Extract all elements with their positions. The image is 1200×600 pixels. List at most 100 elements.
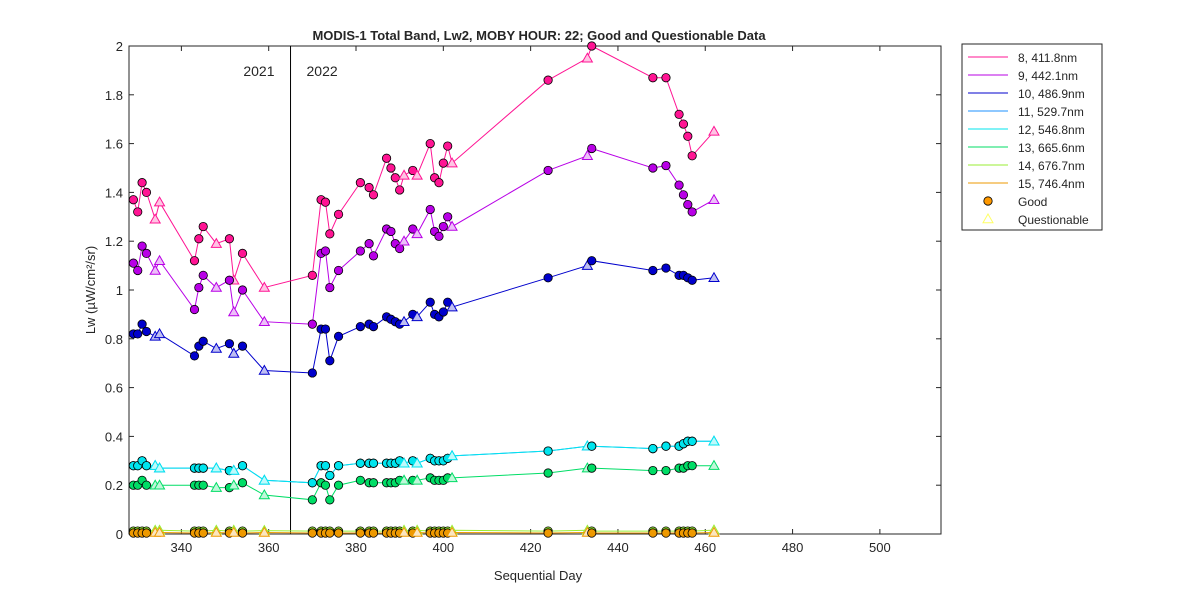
data-point-good	[381, 153, 392, 163]
data-point-good	[368, 190, 379, 200]
data-point-questionable	[153, 196, 166, 207]
legend-label: 10, 486.9nm	[1018, 87, 1085, 101]
data-point-questionable	[581, 149, 594, 161]
data-point-good	[137, 319, 147, 329]
data-point-good	[325, 229, 335, 239]
chart-title: MODIS-1 Total Band, Lw2, MOBY HOUR: 22; …	[312, 28, 766, 43]
x-tick-label: 400	[432, 540, 454, 555]
data-point-good	[648, 73, 658, 83]
data-point-good	[141, 461, 152, 471]
data-point-good	[355, 178, 365, 188]
x-tick-label: 340	[171, 540, 193, 555]
data-point-good	[661, 263, 671, 273]
data-point-good	[237, 478, 248, 488]
data-point-good	[678, 119, 689, 129]
data-point-good	[661, 160, 671, 171]
data-point-good	[425, 204, 435, 215]
data-point-good	[137, 241, 147, 251]
data-point-good	[386, 226, 396, 237]
data-point-questionable	[446, 526, 458, 537]
data-point-good	[368, 251, 379, 261]
data-point-good	[320, 246, 331, 256]
data-point-questionable	[581, 259, 594, 270]
data-point-good	[333, 331, 344, 341]
data-point-good	[368, 528, 379, 538]
y-tick-label: 1.6	[105, 137, 123, 152]
y-axis-label: Lw (µW/cm²/sr)	[83, 246, 98, 334]
data-point-good	[438, 158, 448, 168]
data-point-good	[198, 270, 208, 280]
legend-marker-questionable	[982, 212, 994, 224]
legend: 8, 411.8nm 9, 442.1nm 10, 486.9nm 11, 529.7…	[961, 43, 1103, 231]
y-tick-label: 0.6	[105, 381, 123, 396]
data-point-good	[325, 282, 335, 293]
data-point-good	[333, 209, 344, 219]
data-point-good	[198, 221, 208, 232]
data-point-good	[683, 131, 693, 141]
data-point-good	[224, 234, 235, 244]
data-point-questionable	[411, 169, 423, 180]
year-label-2022: 2022	[307, 63, 338, 79]
data-point-good	[307, 478, 317, 488]
data-point-questionable	[446, 471, 458, 483]
data-point-questionable	[398, 474, 410, 485]
legend-label: 12, 546.8nm	[1018, 123, 1085, 137]
x-tick-label: 500	[869, 540, 891, 555]
y-tick-label: 0	[116, 527, 123, 542]
legend-label: 9, 442.1nm	[1018, 69, 1078, 83]
data-point-good	[128, 195, 138, 205]
data-point-questionable	[258, 526, 271, 537]
data-point-good	[307, 270, 317, 280]
data-point-questionable	[398, 526, 410, 537]
x-tick-label: 440	[607, 540, 629, 555]
y-tick-label: 1.2	[105, 234, 123, 249]
data-point-questionable	[446, 220, 458, 231]
data-point-questionable	[258, 364, 271, 375]
data-point-questionable	[446, 449, 458, 461]
data-point-good	[687, 461, 697, 471]
data-point-good	[198, 463, 208, 473]
data-point-good	[661, 441, 671, 451]
data-point-good	[237, 285, 248, 295]
data-point-questionable	[411, 526, 423, 537]
data-point-questionable	[210, 526, 223, 537]
data-point-good	[543, 528, 553, 538]
data-point-good	[355, 321, 365, 332]
data-point-good	[687, 151, 697, 161]
data-point-questionable	[227, 479, 240, 490]
legend-label: Good	[1018, 195, 1047, 209]
data-point-good	[133, 329, 143, 339]
data-point-questionable	[708, 435, 720, 446]
data-point-good	[198, 528, 208, 538]
data-point-good	[543, 446, 553, 456]
data-point-good	[198, 336, 208, 346]
data-point-good	[390, 173, 400, 183]
data-point-good	[133, 207, 143, 217]
data-point-good	[443, 212, 453, 222]
data-point-good	[189, 304, 200, 315]
legend-label: 13, 665.6nm	[1018, 141, 1085, 155]
data-point-good	[543, 273, 553, 283]
data-point-questionable	[446, 157, 458, 168]
data-point-good	[648, 443, 658, 454]
data-point-good	[425, 297, 435, 307]
data-point-questionable	[708, 526, 720, 537]
data-point-good	[237, 341, 248, 351]
data-point-good	[128, 258, 138, 268]
data-point-good	[325, 495, 335, 505]
x-tick-label: 360	[258, 540, 280, 555]
data-point-good	[395, 185, 405, 195]
data-point-questionable	[258, 281, 271, 292]
data-point-questionable	[708, 459, 720, 470]
data-point-good	[683, 200, 693, 210]
data-point-good	[386, 163, 396, 173]
data-point-good	[648, 465, 658, 476]
legend-label: 8, 411.8nm	[1018, 51, 1077, 65]
data-point-questionable	[411, 457, 423, 468]
plot-area: 340 360 380 400 420 440 460 480 500 0 0.2 0.4 0.6 0.8…	[105, 39, 942, 555]
x-axis-label: Sequential Day	[494, 568, 583, 583]
data-point-good	[648, 265, 658, 276]
data-point-questionable	[258, 315, 271, 326]
data-point-questionable	[210, 481, 223, 492]
legend-label: Questionable	[1018, 213, 1089, 227]
